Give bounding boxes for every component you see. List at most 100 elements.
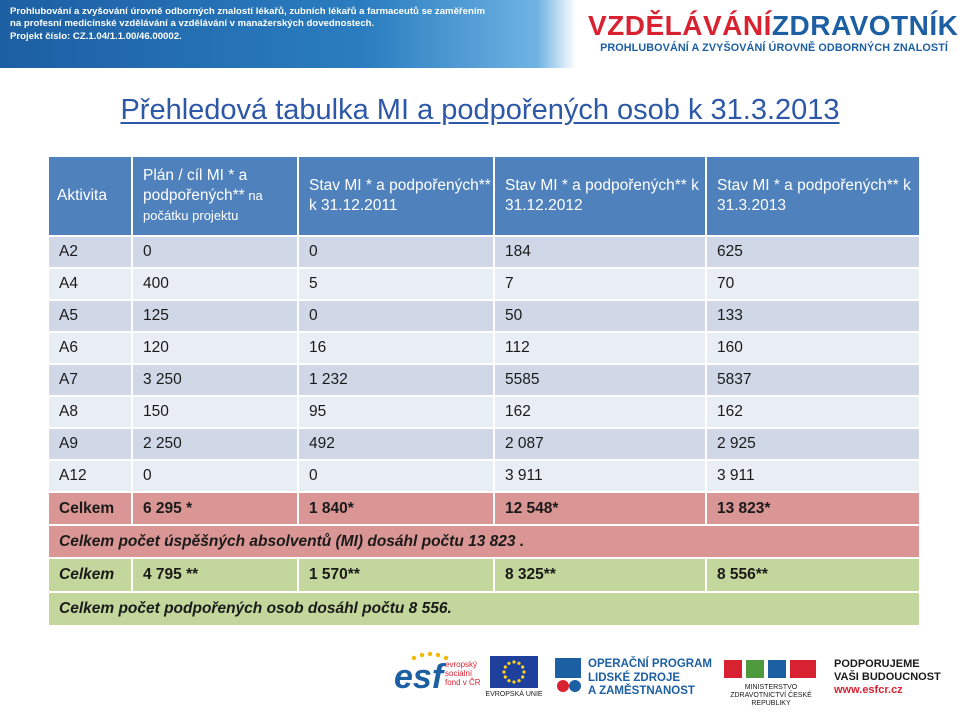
- note-mi-text: Celkem počet úspěšných absolventů (MI) d…: [47, 524, 921, 559]
- cell-2011: 16: [297, 331, 495, 365]
- cell-2013: 133: [705, 299, 921, 333]
- total-mi-row: Celkem 6 295 * 1 840* 12 548* 13 823*: [47, 491, 921, 526]
- cell-activity: A2: [47, 235, 133, 269]
- table-row: A7 3 250 1 232 5585 5837: [47, 363, 921, 397]
- header-state-2011: Stav MI * a podpořených** k 31.12.2011: [297, 155, 495, 237]
- cell-activity: A5: [47, 299, 133, 333]
- cell-2012: 162: [493, 395, 707, 429]
- ministry-logo-icon: [724, 660, 816, 678]
- op-line-3: A ZAMĚSTNANOST: [588, 685, 695, 697]
- table-row: A2 0 0 184 625: [47, 235, 921, 269]
- brand-logo: VZDĚLÁVÁNÍZDRAVOTNÍKŮ PROHLUBOVÁNÍ A ZVY…: [588, 10, 960, 54]
- table-row: A12 0 0 3 911 3 911: [47, 459, 921, 493]
- cell-plan: 150: [131, 395, 299, 429]
- project-line-1: Prohlubování a zvyšování úrovně odbornýc…: [10, 6, 486, 17]
- total-supported-2013: 8 556**: [705, 557, 921, 593]
- cell-activity: A4: [47, 267, 133, 301]
- slogan-line-2: VAŠI BUDOUCNOST: [834, 671, 941, 683]
- cell-plan: 3 250: [131, 363, 299, 397]
- cell-2012: 184: [493, 235, 707, 269]
- header-state-2013: Stav MI * a podpořených** k 31.3.2013: [705, 155, 921, 237]
- total-supported-row: Celkem 4 795 ** 1 570** 8 325** 8 556**: [47, 557, 921, 593]
- cell-2013: 3 911: [705, 459, 921, 493]
- note-supported-row: Celkem počet podpořených osob dosáhl poč…: [47, 591, 921, 627]
- cell-activity: A9: [47, 427, 133, 461]
- cell-2011: 5: [297, 267, 495, 301]
- ministry-caption: MINISTERSTVO ZDRAVOTNICTVÍ ČESKÉ REPUBLI…: [730, 684, 812, 707]
- cell-2011: 95: [297, 395, 495, 429]
- cell-2011: 1 232: [297, 363, 495, 397]
- op-lzz-logo-icon: [555, 658, 581, 692]
- header-banner: Prohlubování a zvyšování úrovně odbornýc…: [0, 0, 960, 68]
- cell-activity: A6: [47, 331, 133, 365]
- brand-word-1: VZDĚLÁVÁNÍ: [588, 10, 772, 41]
- cell-2013: 5837: [705, 363, 921, 397]
- cell-2013: 625: [705, 235, 921, 269]
- table-row: A9 2 250 492 2 087 2 925: [47, 427, 921, 461]
- header-plan-main: Plán / cíl MI * a podpořených**: [143, 167, 248, 204]
- cell-2012: 3 911: [493, 459, 707, 493]
- cell-plan: 0: [131, 459, 299, 493]
- brand-subtitle: PROHLUBOVÁNÍ A ZVYŠOVÁNÍ ÚROVNĚ ODBORNÝC…: [600, 42, 948, 54]
- total-mi-plan: 6 295 *: [131, 491, 299, 526]
- cell-plan: 400: [131, 267, 299, 301]
- total-mi-2011: 1 840*: [297, 491, 495, 526]
- header-plan-note: počátku projektu: [143, 208, 239, 223]
- esf-stars-icon: [411, 651, 449, 661]
- cell-2013: 160: [705, 331, 921, 365]
- table-header-row: Aktivita Plán / cíl MI * a podpořených**…: [47, 155, 921, 237]
- esf-logo: esf: [394, 658, 444, 696]
- eu-flag-icon: [490, 656, 538, 688]
- cell-activity: A12: [47, 459, 133, 493]
- cell-plan: 120: [131, 331, 299, 365]
- total-supported-plan: 4 795 **: [131, 557, 299, 593]
- table-row: A8 150 95 162 162: [47, 395, 921, 429]
- total-supported-2011: 1 570**: [297, 557, 495, 593]
- cell-activity: A8: [47, 395, 133, 429]
- note-supported-text: Celkem počet podpořených osob dosáhl poč…: [47, 591, 921, 627]
- total-supported-2012: 8 325**: [493, 557, 707, 593]
- header-plan-suffix: na: [244, 188, 263, 203]
- project-line-2: na profesní medicínské vzdělávání a vzdě…: [10, 18, 375, 30]
- cell-2011: 0: [297, 235, 495, 269]
- summary-table: Aktivita Plán / cíl MI * a podpořených**…: [47, 155, 921, 627]
- total-mi-label: Celkem: [47, 491, 133, 526]
- note-mi-row: Celkem počet úspěšných absolventů (MI) d…: [47, 524, 921, 559]
- total-mi-2013: 13 823*: [705, 491, 921, 526]
- esf-caption: evropský sociální fond v ČR: [445, 660, 481, 687]
- cell-2013: 2 925: [705, 427, 921, 461]
- eu-caption: EVROPSKÁ UNIE: [485, 691, 543, 698]
- op-line-2: LIDSKÉ ZDROJE: [588, 671, 681, 684]
- cell-2012: 7: [493, 267, 707, 301]
- slogan-line-1: PODPORUJEME: [834, 658, 920, 670]
- support-slogan: PODPORUJEME VAŠI BUDOUCNOST www.esfcr.cz: [834, 658, 958, 697]
- cell-2011: 492: [297, 427, 495, 461]
- cell-2013: 162: [705, 395, 921, 429]
- project-number: Projekt číslo: CZ.1.04/1.1.00/46.00002.: [10, 30, 182, 42]
- cell-2013: 70: [705, 267, 921, 301]
- cell-plan: 0: [131, 235, 299, 269]
- op-line-1: OPERAČNÍ PROGRAM: [588, 658, 712, 670]
- table-row: A4 400 5 7 70: [47, 267, 921, 301]
- cell-2012: 50: [493, 299, 707, 333]
- header-plan: Plán / cíl MI * a podpořených** na počátk…: [131, 155, 299, 237]
- cell-2012: 112: [493, 331, 707, 365]
- cell-2011: 0: [297, 459, 495, 493]
- table-row: A6 120 16 112 160: [47, 331, 921, 365]
- total-supported-label: Celkem: [47, 557, 133, 593]
- cell-2012: 2 087: [493, 427, 707, 461]
- esfcr-link[interactable]: www.esfcr.cz: [834, 684, 903, 696]
- header-state-2012: Stav MI * a podpořených** k 31.12.2012: [493, 155, 707, 237]
- brand-word-2: ZDRAVOTNÍKŮ: [771, 10, 960, 41]
- page-title: Přehledová tabulka MI a podpořených osob…: [120, 94, 840, 126]
- cell-activity: A7: [47, 363, 133, 397]
- op-lzz-text: OPERAČNÍ PROGRAM LIDSKÉ ZDROJE A ZAMĚSTN…: [588, 658, 713, 699]
- header-activity: Aktivita: [47, 155, 133, 237]
- project-description: Prohlubování a zvyšování úrovně odbornýc…: [10, 6, 570, 43]
- total-mi-2012: 12 548*: [493, 491, 707, 526]
- cell-plan: 2 250: [131, 427, 299, 461]
- cell-2012: 5585: [493, 363, 707, 397]
- table-row: A5 125 0 50 133: [47, 299, 921, 333]
- cell-2011: 0: [297, 299, 495, 333]
- cell-plan: 125: [131, 299, 299, 333]
